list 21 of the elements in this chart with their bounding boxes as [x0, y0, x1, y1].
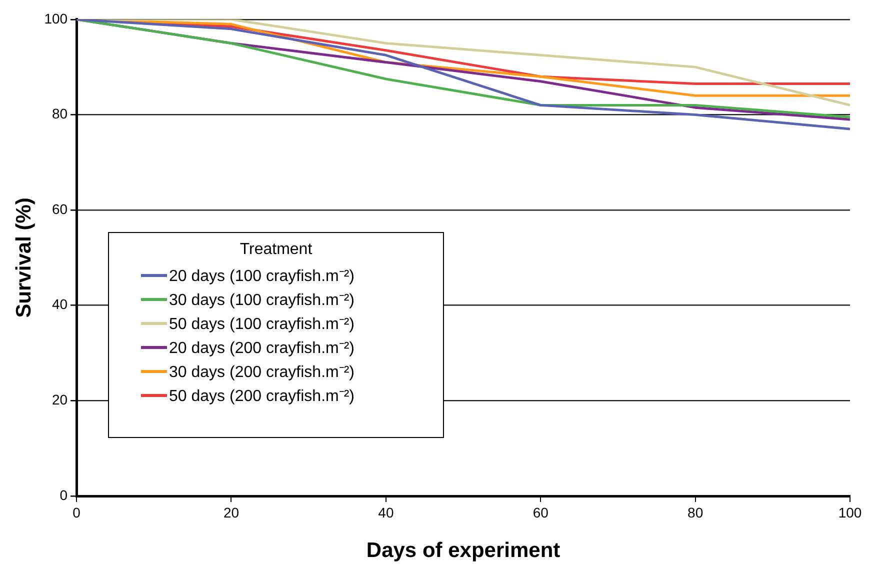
- x-tick-label: 60: [532, 504, 549, 520]
- y-axis-title: Survival (%): [12, 198, 36, 318]
- y-tick-label: 60: [52, 200, 68, 217]
- x-tick-label: 20: [223, 504, 240, 520]
- legend-label: 30 days (100 crayfish.m⁻²): [169, 291, 355, 310]
- x-tick-label: 100: [838, 504, 862, 520]
- x-axis-title: Days of experiment: [366, 539, 560, 562]
- y-tick-label: 80: [52, 106, 68, 122]
- legend-label: 50 days (100 crayfish.m⁻²): [169, 315, 355, 334]
- legend-label: 20 days (200 crayfish.m⁻²): [169, 339, 355, 358]
- y-tick-label: 0: [60, 486, 68, 503]
- legend-label: 30 days (200 crayfish.m⁻²): [169, 363, 355, 382]
- x-tick-label: 40: [378, 504, 394, 520]
- legend-label: 50 days (200 crayfish.m⁻²): [169, 387, 355, 406]
- legend-title: Treatment: [238, 241, 314, 259]
- y-tick-label: 100: [44, 10, 68, 26]
- y-tick-label: 40: [52, 296, 68, 312]
- legend-label: 20 days (100 crayfish.m⁻²): [169, 267, 355, 286]
- x-tick-label: 80: [688, 504, 704, 520]
- x-tick-label: 0: [72, 504, 81, 520]
- y-tick-label: 20: [52, 392, 68, 408]
